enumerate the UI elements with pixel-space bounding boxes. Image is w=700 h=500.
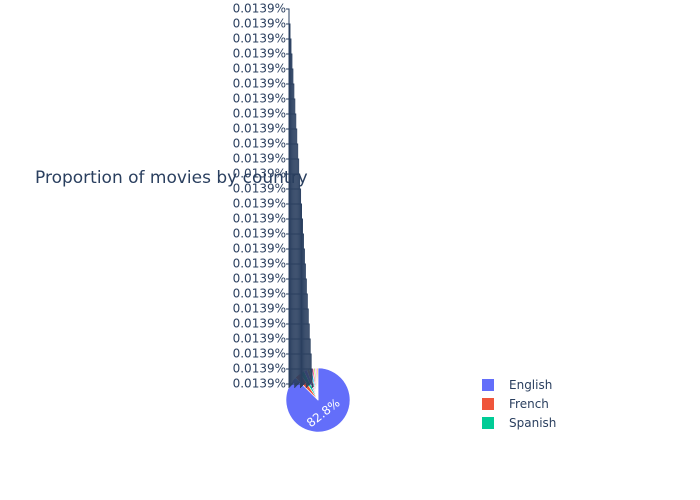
leader-line — [286, 308, 309, 386]
leader-line — [286, 128, 298, 386]
leader-line — [286, 263, 306, 383]
legend-label: Spanish — [509, 415, 557, 430]
small-slice-label: 0.0139% — [233, 377, 286, 391]
small-slice-label: 0.0139% — [233, 62, 286, 76]
small-slice-label: 0.0139% — [233, 212, 286, 226]
legend-swatch — [482, 416, 494, 429]
small-slice-label: 0.0139% — [233, 92, 286, 106]
leader-lines — [286, 8, 314, 388]
legend-label: English — [509, 377, 553, 392]
leader-line — [286, 293, 308, 387]
legend-swatch — [482, 397, 494, 410]
small-slice-label: 0.0139% — [233, 107, 286, 121]
small-slice-label: 0.0139% — [233, 2, 286, 16]
small-slice-label: 0.0139% — [233, 332, 286, 346]
legend-label: French — [509, 396, 549, 411]
small-slice-label: 0.0139% — [233, 182, 286, 196]
small-slice-label: 0.0139% — [233, 122, 286, 136]
small-slice-label: 0.0139% — [233, 137, 286, 151]
chart-title: Proportion of movies by country — [35, 168, 308, 188]
small-slice-label: 0.0139% — [233, 242, 286, 256]
small-slice-label: 0.0139% — [233, 32, 286, 46]
small-slice-label: 0.0139% — [233, 317, 286, 331]
small-slice-label: 0.0139% — [233, 257, 286, 271]
small-slice-label: 0.0139% — [233, 197, 286, 211]
legend-item-spanish[interactable]: Spanish — [482, 413, 556, 432]
small-slice-label: 0.0139% — [233, 347, 286, 361]
leader-line — [286, 53, 293, 385]
small-slice-label: 0.0139% — [233, 362, 286, 376]
legend-item-english[interactable]: English — [482, 375, 556, 394]
small-slice-label: 0.0139% — [233, 167, 286, 181]
pie-slices — [285, 367, 351, 433]
leader-line — [286, 113, 297, 387]
leader-line — [286, 83, 295, 383]
leader-line — [286, 98, 296, 388]
small-slice-label: 0.0139% — [233, 17, 286, 31]
leader-line — [286, 233, 304, 385]
leader-line — [286, 203, 302, 387]
leader-line — [286, 143, 299, 385]
leader-line — [286, 173, 301, 383]
small-slice-label: 0.0139% — [233, 272, 286, 286]
small-slice-label: 0.0139% — [233, 302, 286, 316]
pie-slice[interactable] — [316, 367, 319, 401]
leader-line — [286, 383, 314, 387]
small-slice-label: 0.0139% — [233, 47, 286, 61]
leader-line — [286, 23, 291, 387]
small-slice-label: 0.0139% — [233, 77, 286, 91]
legend-swatch — [482, 378, 494, 391]
leader-line — [286, 8, 290, 388]
leader-line — [286, 353, 312, 383]
small-slice-label: 0.0139% — [233, 227, 286, 241]
leader-line — [286, 368, 313, 388]
leader-line — [286, 38, 292, 386]
legend-item-french[interactable]: French — [482, 394, 556, 413]
leader-line — [286, 218, 303, 386]
leader-line — [286, 278, 307, 388]
small-slice-label: 0.0139% — [233, 152, 286, 166]
outside-labels: 0.0139%0.0139%0.0139%0.0139%0.0139%0.013… — [233, 2, 286, 391]
leader-line — [286, 323, 310, 385]
legend: English French Spanish — [482, 375, 556, 432]
small-slice-label: 0.0139% — [233, 287, 286, 301]
leader-line — [286, 188, 302, 388]
